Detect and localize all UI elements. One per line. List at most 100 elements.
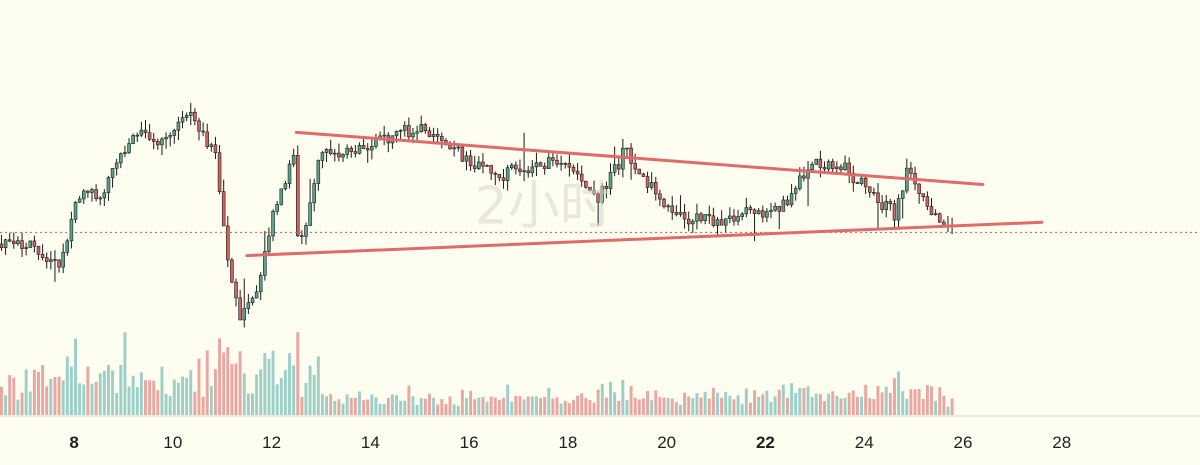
candle-body xyxy=(789,193,794,206)
x-tick-label: 10 xyxy=(163,433,182,452)
candle-body xyxy=(279,188,284,205)
candle-body xyxy=(197,120,201,132)
upper-trendline[interactable] xyxy=(294,130,985,187)
volume-bar xyxy=(390,394,394,415)
candle-body xyxy=(217,152,222,192)
candle xyxy=(168,132,172,147)
candle xyxy=(917,183,921,204)
volume-bar xyxy=(559,403,563,415)
candle xyxy=(36,245,41,261)
candle-body xyxy=(114,162,119,169)
candle-body xyxy=(193,111,197,122)
volume-bar xyxy=(419,398,423,415)
lower-trendline[interactable] xyxy=(245,220,1044,258)
candle xyxy=(193,108,197,126)
candle-body xyxy=(830,161,835,169)
candle-body xyxy=(230,259,234,283)
volume-bar xyxy=(884,386,888,415)
candle xyxy=(608,163,613,195)
candle-body xyxy=(374,138,378,147)
candle xyxy=(73,201,78,223)
candle-body xyxy=(798,175,802,189)
candle xyxy=(123,145,127,158)
candle xyxy=(695,203,699,230)
volume-bar xyxy=(485,401,489,415)
candle-body xyxy=(468,155,473,167)
volume-bar xyxy=(893,378,896,415)
candle xyxy=(777,205,781,230)
candle-body xyxy=(744,207,749,215)
candle xyxy=(12,232,16,249)
candle-body xyxy=(711,215,716,226)
candle-body xyxy=(604,186,609,189)
volume-bar xyxy=(432,397,436,415)
volume-bar xyxy=(427,393,431,415)
volume-bar xyxy=(12,377,16,415)
volume-bar xyxy=(481,397,485,415)
volume-bar xyxy=(362,400,366,415)
x-tick-label: 26 xyxy=(954,433,973,452)
candle-body xyxy=(769,209,773,212)
candle xyxy=(530,160,535,177)
candle xyxy=(328,139,333,156)
candle xyxy=(423,122,428,134)
volume-bar xyxy=(156,390,160,415)
volume-bar xyxy=(699,397,703,415)
candle-body xyxy=(304,225,308,237)
candle-body xyxy=(7,239,12,242)
candle-body xyxy=(73,201,78,220)
candle xyxy=(522,132,526,182)
candle-body xyxy=(592,190,596,194)
candle xyxy=(509,162,514,170)
volume-bar xyxy=(28,391,32,415)
candle-body xyxy=(135,134,140,137)
volume-bar xyxy=(456,405,460,415)
candle xyxy=(415,125,419,141)
volume-bar xyxy=(617,400,621,415)
volume-bar xyxy=(82,384,86,415)
candle xyxy=(654,176,658,201)
volume-bar xyxy=(864,384,868,415)
candle xyxy=(880,195,884,214)
volume-bar xyxy=(341,403,345,415)
candle-body xyxy=(588,186,592,191)
candle-body xyxy=(65,240,70,253)
candle xyxy=(592,180,596,196)
volume-bar xyxy=(234,363,238,415)
volume-bar xyxy=(123,332,127,415)
candle xyxy=(658,189,662,207)
candle xyxy=(900,190,905,219)
candle xyxy=(534,152,539,177)
volume-bar xyxy=(181,376,184,415)
volume-bar xyxy=(584,398,588,415)
volume-bar xyxy=(794,392,798,415)
candle-body xyxy=(168,135,172,138)
volume-bar xyxy=(518,396,522,415)
volume-bar xyxy=(349,398,353,415)
volume-bar xyxy=(510,401,514,415)
volume-bar xyxy=(934,400,938,415)
candle-body xyxy=(818,158,823,168)
candle-body xyxy=(164,136,168,140)
candle-body xyxy=(246,302,251,309)
candle xyxy=(197,117,201,141)
x-axis-ticks: 8 10 12 14 16 18 20 22 24 26 28 xyxy=(69,433,1071,452)
candle-body xyxy=(707,214,712,217)
candle-body xyxy=(147,132,152,140)
candle-body xyxy=(291,155,296,165)
volume-bar xyxy=(641,398,645,415)
volume-bar xyxy=(65,356,69,415)
candle-body xyxy=(752,209,757,214)
candle-body xyxy=(98,197,102,200)
volume-bar xyxy=(448,396,452,415)
candle-body xyxy=(333,152,337,155)
candle xyxy=(588,186,592,192)
candle-body xyxy=(777,205,781,212)
volume-bar xyxy=(679,404,682,415)
candle-body xyxy=(12,240,16,245)
volume-bar xyxy=(662,397,666,415)
candle-body xyxy=(921,193,926,197)
volume-bar xyxy=(460,389,464,415)
